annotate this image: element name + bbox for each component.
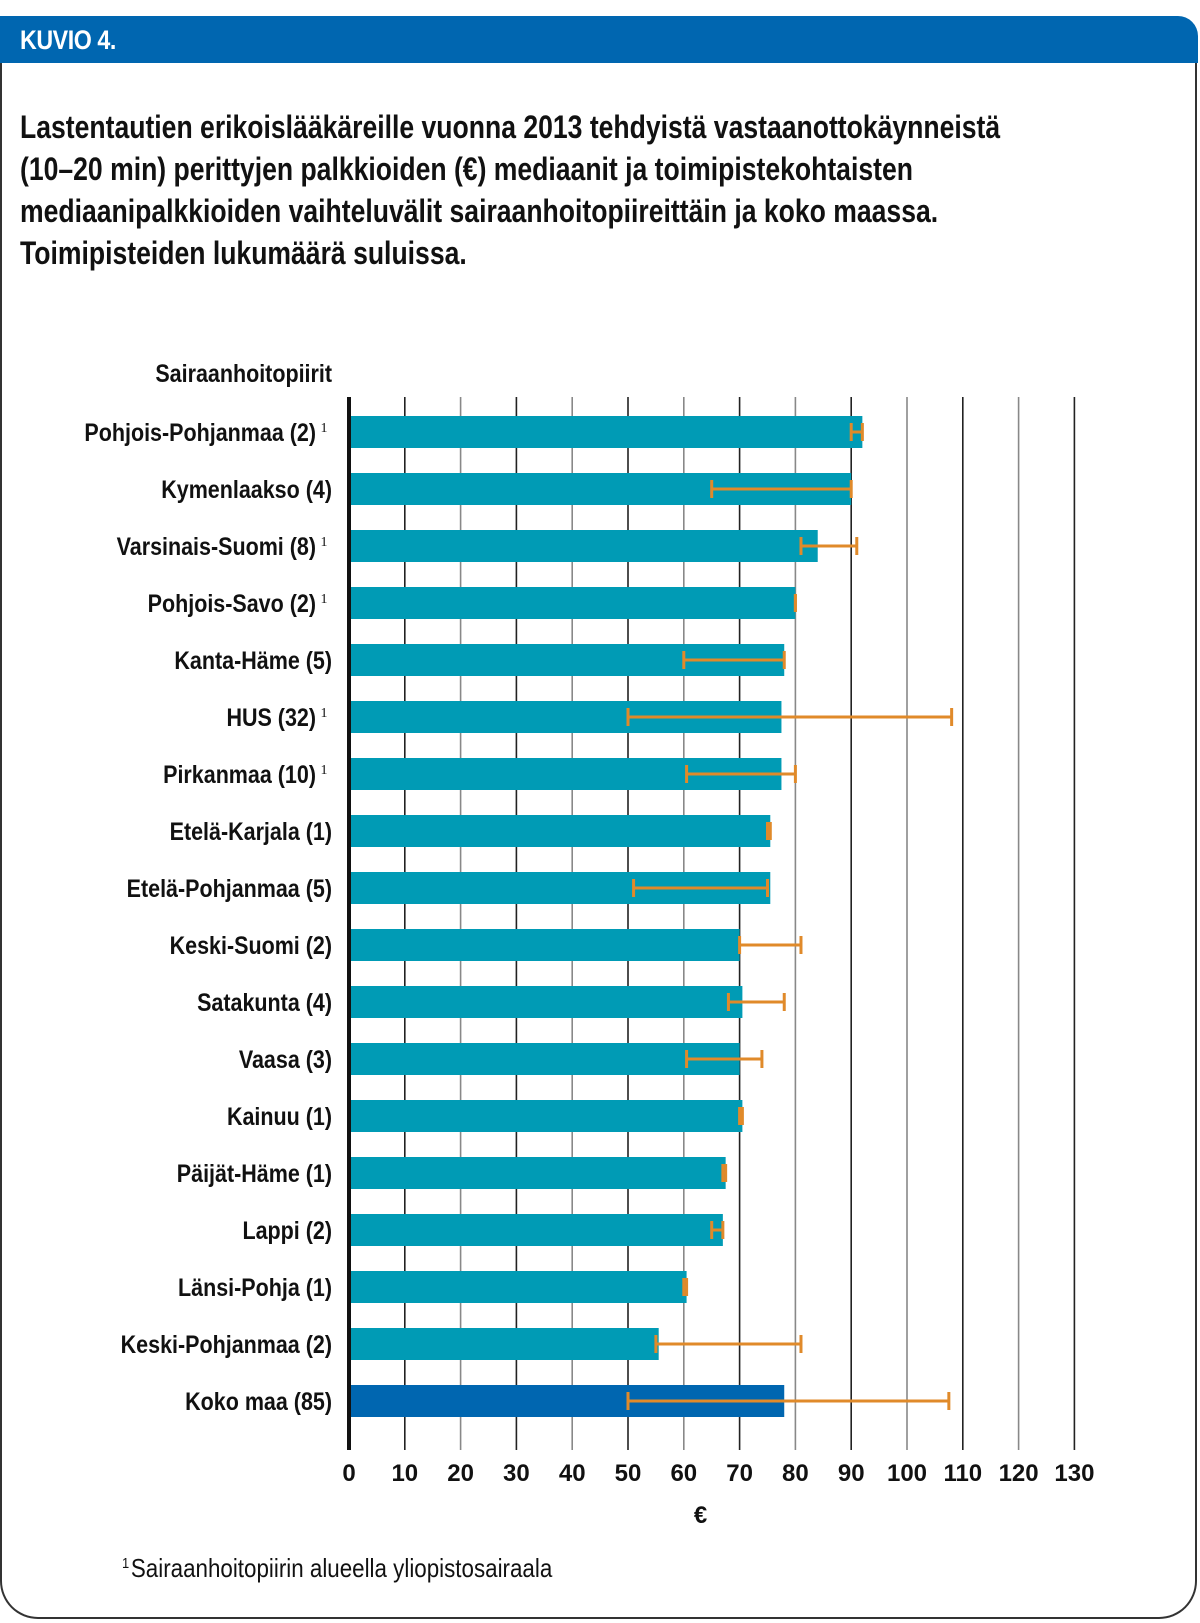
x-tick-label: 60 (670, 1460, 697, 1487)
x-tick-labels: 0 10 20 30 40 50 60 70 80 90 100 110 120 130 (342, 1460, 1094, 1487)
x-tick-label: 130 (1054, 1460, 1094, 1487)
x-tick-label: 120 (999, 1460, 1039, 1487)
footnote-ref: 1 (321, 706, 328, 721)
bar (349, 1043, 740, 1075)
title-line: (10–20 min) perittyjen palkkioiden (€) m… (20, 151, 913, 187)
error-bar (685, 765, 797, 783)
category-label: Etelä-Pohjanmaa (5) (127, 874, 332, 902)
figure-header: KUVIO 4. (0, 16, 1198, 63)
x-tick-label: 70 (726, 1460, 753, 1487)
category-label: Lappi (2) (242, 1216, 332, 1244)
error-bar (626, 1392, 951, 1410)
error-bar (682, 1278, 689, 1296)
x-tick-label: 110 (943, 1460, 982, 1487)
category-label: Päijät-Häme (1) (177, 1159, 332, 1187)
error-bar (685, 1050, 764, 1068)
footnote-text: Sairaanhoitopiirin alueella yliopistosai… (130, 1553, 553, 1583)
x-tick-label: 80 (782, 1460, 809, 1487)
footnote-ref: 1 (321, 421, 328, 436)
error-bar (766, 822, 772, 840)
category-label: Länsi-Pohja (1) (178, 1273, 332, 1301)
bar (349, 587, 796, 619)
figure-number: KUVIO 4. (20, 25, 116, 55)
footnote-ref: 1 (321, 592, 328, 607)
category-label: Pohjois-Savo (2) (148, 589, 316, 617)
error-bar (799, 537, 859, 555)
bar (349, 1328, 659, 1360)
error-bar (654, 1335, 803, 1353)
bar (349, 815, 771, 847)
bar (349, 1271, 687, 1303)
error-bar (632, 879, 769, 897)
bar (349, 986, 743, 1018)
figure-frame (0, 16, 1197, 1619)
error-bar (721, 1164, 728, 1182)
x-tick-label: 20 (447, 1460, 474, 1487)
category-label: Kanta-Häme (5) (174, 646, 332, 674)
category-label: Pirkanmaa (10) (163, 760, 316, 788)
category-label: HUS (32) (226, 703, 316, 731)
bar (349, 1214, 723, 1246)
category-label: Etelä-Karjala (1) (170, 817, 332, 845)
x-tick-label: 90 (838, 1460, 865, 1487)
footnote-ref: 1 (321, 763, 328, 778)
footnote-ref: 1 (321, 535, 328, 550)
category-labels: Pohjois-Pohjanmaa (2) 1 Kymenlaakso (4) Var… (84, 418, 332, 1415)
x-tick-label: 30 (503, 1460, 530, 1487)
category-label: Satakunta (4) (197, 988, 332, 1016)
error-bar (738, 936, 803, 954)
bar (349, 1100, 743, 1132)
bar (349, 530, 818, 562)
error-bars (626, 423, 954, 1410)
error-bar (626, 708, 954, 726)
x-tick-label: 10 (391, 1460, 418, 1487)
title-line: Lastentautien erikoislääkäreille vuonna … (20, 109, 1001, 145)
category-label: Keski-Pohjanmaa (2) (121, 1330, 332, 1358)
category-label: Varsinais-Suomi (8) (117, 532, 316, 560)
bar (349, 416, 863, 448)
title-line: Toimipisteiden lukumäärä suluissa. (20, 235, 467, 271)
title-line: mediaanipalkkioiden vaihteluvälit sairaa… (20, 193, 939, 229)
error-bar (682, 651, 786, 669)
category-label: Koko maa (85) (185, 1387, 332, 1415)
error-bar (726, 993, 786, 1011)
x-tick-label: 40 (559, 1460, 586, 1487)
x-tick-label: 100 (887, 1460, 927, 1487)
footnote-marker: 1 (122, 1555, 130, 1572)
error-bar (738, 1107, 744, 1125)
category-axis-title: Sairaanhoitopiirit (155, 359, 332, 387)
bars (349, 416, 863, 1417)
footnote: 1Sairaanhoitopiirin alueella yliopistosa… (122, 1553, 552, 1584)
x-tick-label: 50 (615, 1460, 642, 1487)
bar (349, 929, 740, 961)
bar (349, 1157, 726, 1189)
category-label: Vaasa (3) (239, 1045, 332, 1073)
figure-title: Lastentautien erikoislääkäreille vuonna … (20, 106, 1099, 274)
category-label: Kainuu (1) (227, 1102, 332, 1130)
x-axis-label: € (694, 1502, 707, 1529)
x-tick-label: 0 (342, 1460, 355, 1487)
error-bar (710, 480, 853, 498)
error-bar (710, 1221, 725, 1239)
category-label: Keski-Suomi (2) (170, 931, 332, 959)
category-label: Pohjois-Pohjanmaa (2) (84, 418, 316, 446)
error-bar (849, 423, 864, 441)
category-label: Kymenlaakso (4) (161, 475, 332, 503)
